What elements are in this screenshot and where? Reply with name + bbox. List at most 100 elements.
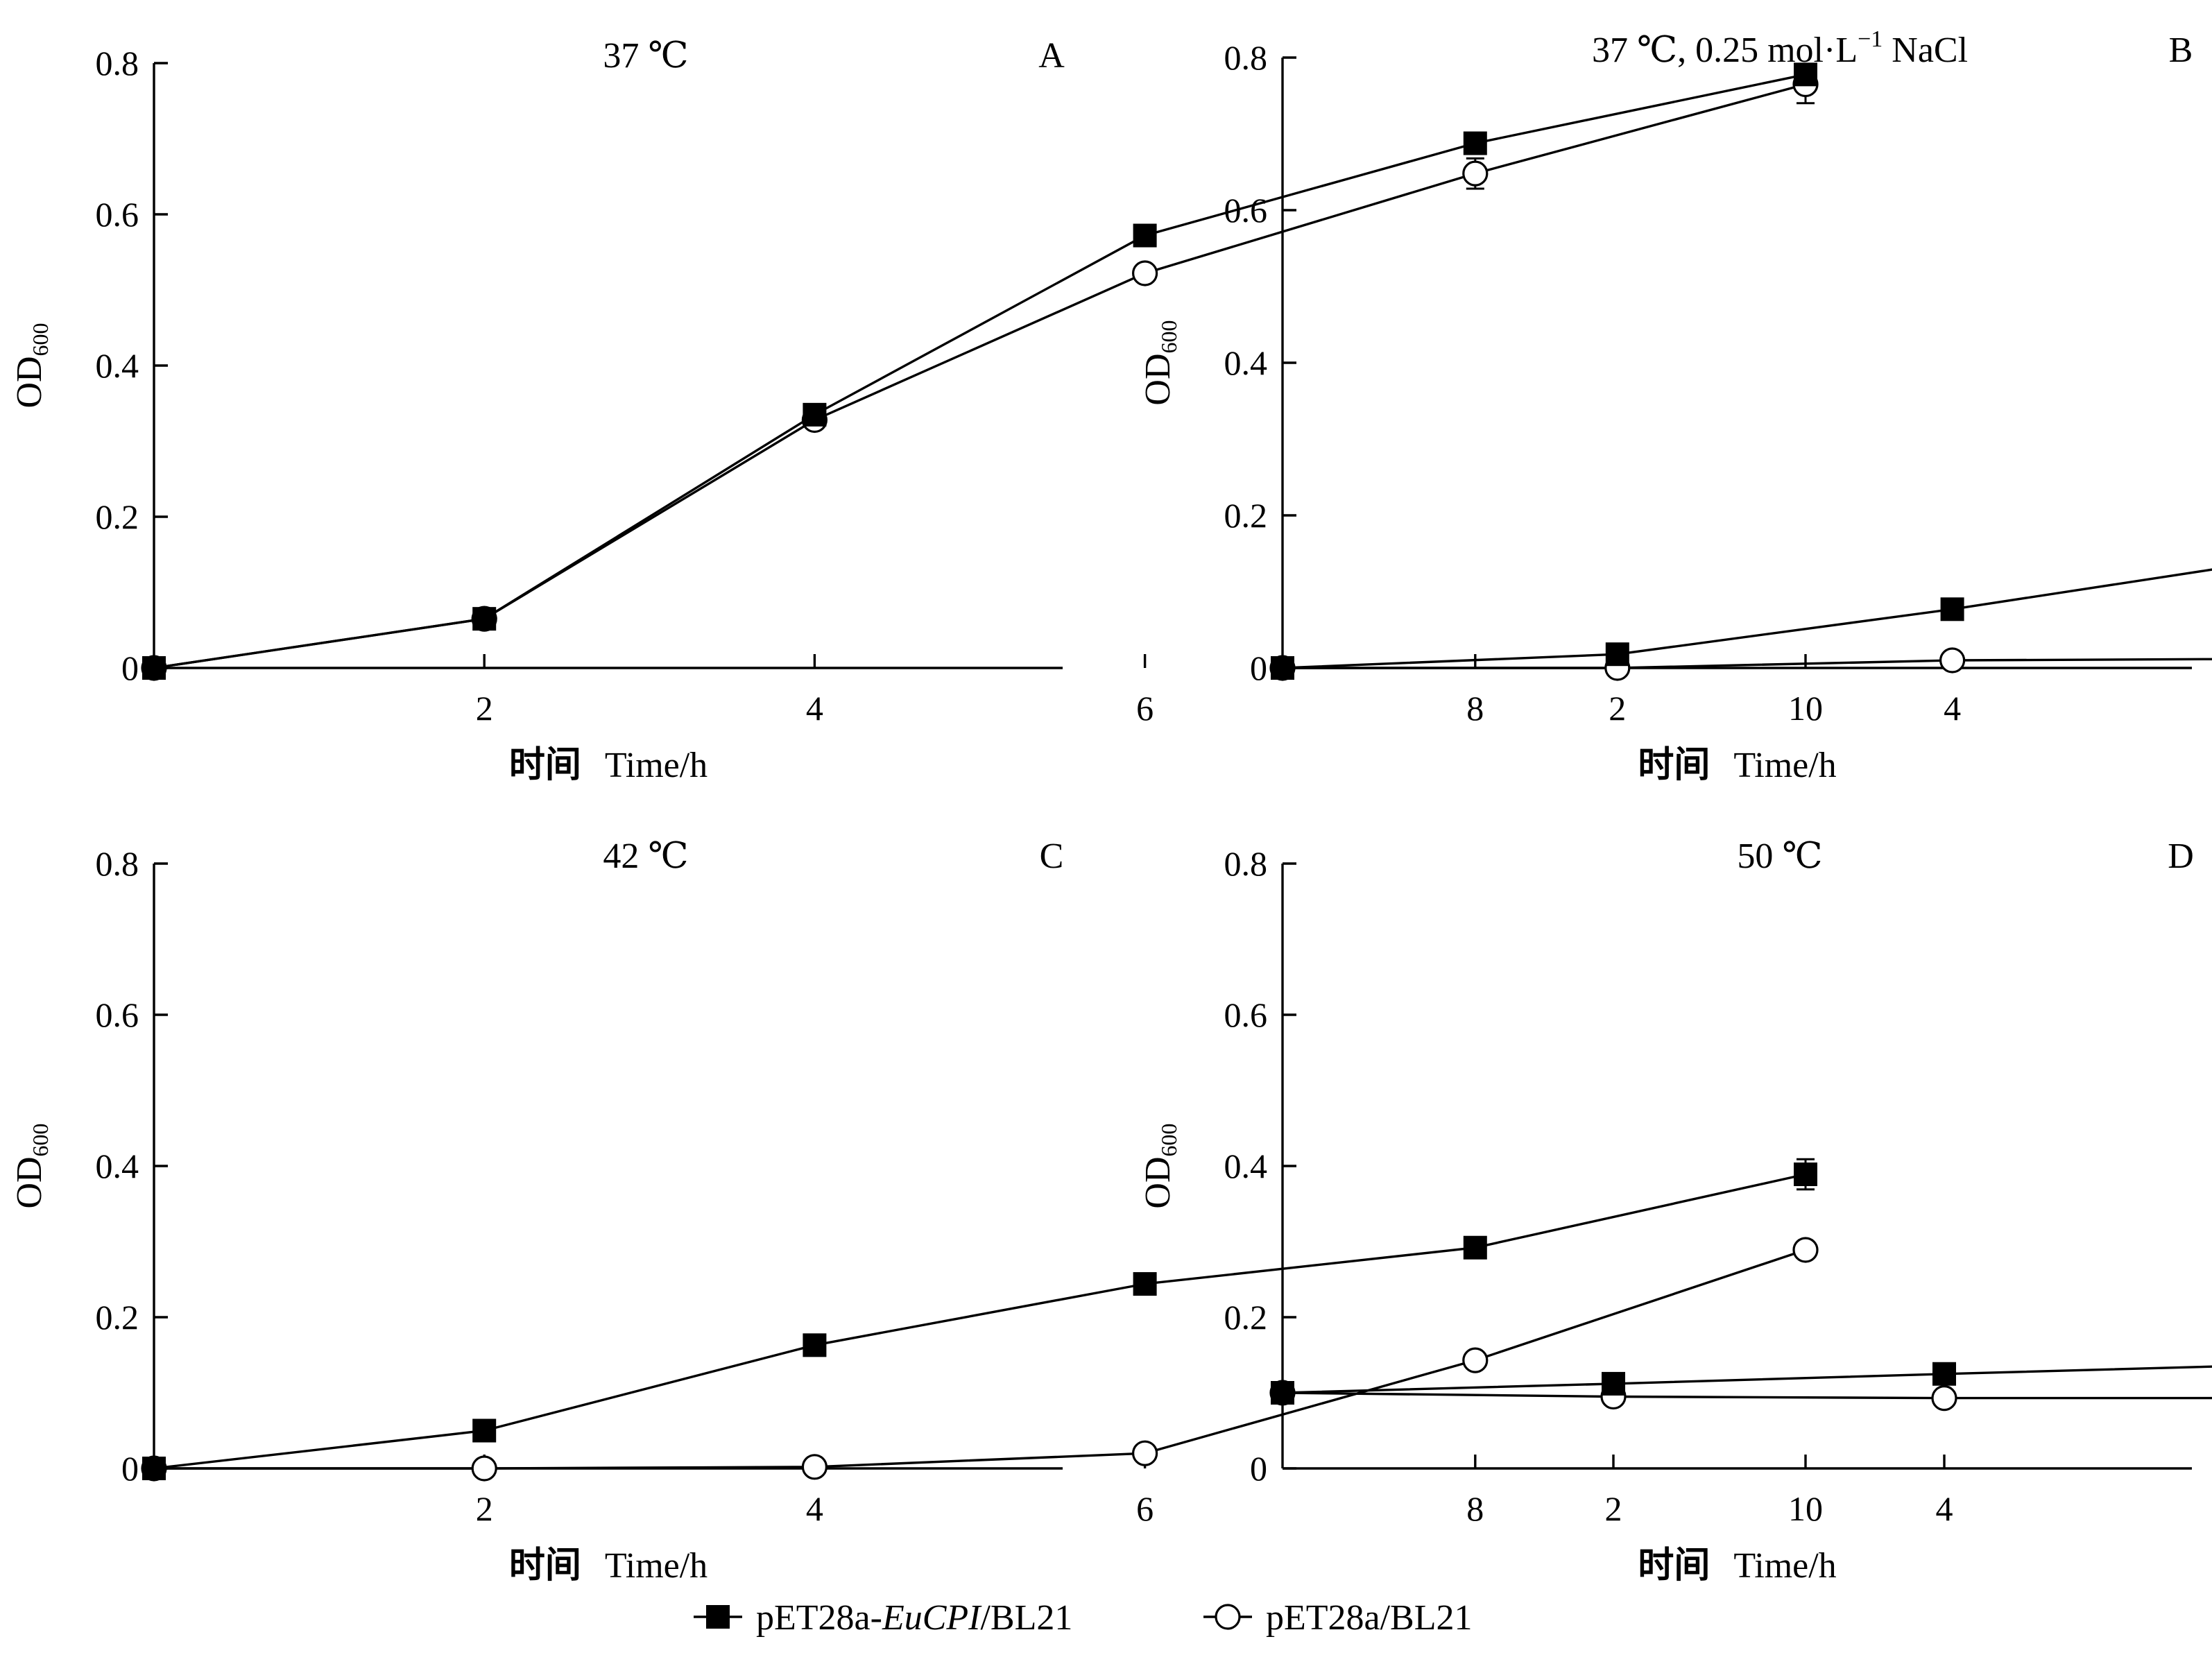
panel-b: 0 0.2 0.4 0.6 0.8 2 4 6 8 10 时间 Time/h OD600 37 ℃, 0.… bbox=[1138, 26, 2212, 786]
y-axis-label: OD600 bbox=[10, 323, 53, 408]
panel-title-part: NaCl bbox=[1883, 31, 1968, 70]
x-tick-label: 4 bbox=[806, 1489, 823, 1528]
panel-title-part: 37 ℃ bbox=[603, 36, 688, 76]
y-axis-label: OD600 bbox=[1138, 1123, 1181, 1208]
y-tick-label: 0.8 bbox=[1224, 38, 1268, 77]
y-tick-label: 0.8 bbox=[96, 844, 139, 883]
panel-title: 42 ℃ bbox=[603, 837, 688, 876]
data-point-circle bbox=[1462, 160, 1489, 187]
y-tick-label: 0.8 bbox=[96, 44, 139, 83]
x-tick-label: 10 bbox=[1788, 1489, 1823, 1528]
panel-letter: A bbox=[1038, 36, 1065, 76]
data-point-circle bbox=[1939, 647, 1966, 674]
y-tick-label: 0.2 bbox=[96, 497, 139, 536]
data-point-square bbox=[142, 1457, 166, 1480]
series-engineered bbox=[1271, 1362, 2212, 1405]
y-tick-label: 0 bbox=[121, 1449, 139, 1488]
x-tick-label: 2 bbox=[1605, 1489, 1622, 1528]
panel-title-superscript: −1 bbox=[1858, 26, 1883, 52]
y-axis-label: OD600 bbox=[1138, 320, 1181, 405]
y-tick-label: 0 bbox=[121, 649, 139, 687]
data-point-square bbox=[472, 607, 497, 631]
x-axis-label-cn: 时间 bbox=[1638, 744, 1710, 786]
data-point-square bbox=[1133, 1272, 1157, 1296]
series-line-control bbox=[154, 1249, 1806, 1470]
y-tick-label: 0.2 bbox=[96, 1298, 139, 1337]
data-point-square bbox=[1463, 131, 1487, 155]
x-axis-label: 时间 Time/h bbox=[1638, 744, 1836, 786]
panel-letter: D bbox=[2168, 837, 2194, 876]
x-axis-label: 时间 Time/h bbox=[509, 744, 708, 786]
x-axis-label-cn: 时间 bbox=[509, 1545, 581, 1586]
data-point-circle bbox=[1131, 1440, 1158, 1466]
x-axis-label: 时间 Time/h bbox=[1638, 1545, 1836, 1586]
x-tick-label: 8 bbox=[1466, 689, 1484, 728]
y-tick-label: 0.2 bbox=[1224, 1298, 1268, 1337]
data-point-circle bbox=[471, 1455, 497, 1482]
data-point-square bbox=[1940, 597, 1964, 621]
x-tick-label: 2 bbox=[476, 689, 493, 728]
series-line-engineered bbox=[153, 1173, 1806, 1470]
panel-title: 37 ℃, 0.25 mol·L−1 NaCl bbox=[1592, 26, 1968, 70]
x-tick-label: 4 bbox=[1936, 1489, 1953, 1528]
series-engineered bbox=[1271, 568, 2212, 680]
y-tick-label: 0 bbox=[1250, 649, 1267, 687]
y-axis-label-subscript: 600 bbox=[1156, 1123, 1181, 1156]
series-line-engineered bbox=[1282, 1365, 2212, 1394]
data-point-circle bbox=[1462, 1347, 1489, 1373]
panel-title-part: 37 ℃, 0.25 mol·L bbox=[1592, 31, 1858, 70]
x-tick-label: 2 bbox=[476, 1489, 493, 1528]
data-point-square bbox=[1932, 1362, 1956, 1386]
legend-label: pET28a/BL21 bbox=[1266, 1598, 1473, 1638]
y-axis-label-main: OD bbox=[10, 1156, 49, 1208]
data-point-square bbox=[1133, 223, 1157, 248]
x-tick-label: 8 bbox=[1466, 1489, 1484, 1528]
data-point-square bbox=[803, 1333, 827, 1357]
data-point-square bbox=[1271, 1381, 1294, 1405]
data-point-circle bbox=[801, 1454, 828, 1480]
y-tick-label: 0.6 bbox=[1224, 995, 1268, 1034]
legend-label-gene: EuCPI bbox=[882, 1598, 982, 1638]
y-axis-label-main: OD bbox=[1138, 353, 1178, 405]
data-point-square bbox=[1794, 62, 1817, 87]
legend-label: pET28a-EuCPI/BL21 bbox=[756, 1598, 1072, 1638]
x-tick-label: 10 bbox=[1788, 689, 1823, 728]
legend-marker-circle bbox=[1215, 1604, 1241, 1630]
legend-item-engineered: pET28a-EuCPI/BL21 bbox=[694, 1598, 1072, 1638]
y-axis-label: OD600 bbox=[10, 1123, 53, 1208]
series-engineered bbox=[142, 62, 1817, 680]
legend-item-control: pET28a/BL21 bbox=[1203, 1598, 1473, 1638]
data-point-square bbox=[1602, 1371, 1625, 1396]
data-point-circle bbox=[1931, 1385, 1957, 1412]
y-axis-label-subscript: 600 bbox=[1156, 320, 1181, 353]
y-axis-label-subscript: 600 bbox=[28, 1123, 53, 1156]
series-engineered bbox=[142, 1158, 1817, 1480]
y-tick-label: 0.8 bbox=[1224, 844, 1268, 883]
series-line-control bbox=[1282, 1391, 2212, 1400]
y-tick-label: 0.4 bbox=[1224, 1147, 1268, 1185]
y-axis-label-main: OD bbox=[10, 356, 49, 408]
x-axis-label-en: Time/h bbox=[1733, 1546, 1836, 1586]
x-axis-label: 时间 Time/h bbox=[509, 1545, 708, 1586]
data-point-square bbox=[472, 1418, 497, 1443]
x-tick-label: 4 bbox=[806, 689, 823, 728]
panel-title-part: 42 ℃ bbox=[603, 837, 688, 876]
x-tick-label: 4 bbox=[1944, 689, 1961, 728]
data-point-square bbox=[803, 402, 827, 427]
x-axis-label-cn: 时间 bbox=[1638, 1545, 1710, 1586]
panel-title-part: 50 ℃ bbox=[1737, 837, 1822, 876]
data-point-square bbox=[1794, 1162, 1817, 1186]
data-point-square bbox=[1463, 1235, 1487, 1260]
y-tick-label: 0.6 bbox=[1224, 191, 1268, 230]
panel-title: 37 ℃ bbox=[603, 36, 688, 76]
legend-label-part: pET28a/BL21 bbox=[1266, 1598, 1473, 1638]
legend-label-part: /BL21 bbox=[980, 1598, 1072, 1638]
x-tick-label: 6 bbox=[1136, 1489, 1154, 1528]
y-tick-label: 0.4 bbox=[96, 1147, 139, 1185]
y-axis-label-main: OD bbox=[1138, 1156, 1178, 1208]
